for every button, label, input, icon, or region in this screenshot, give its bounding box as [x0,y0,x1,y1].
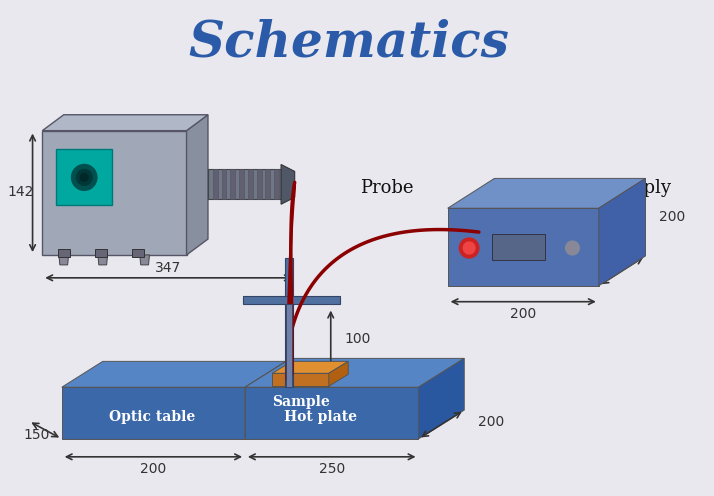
Text: Hot plate: Hot plate [283,410,356,424]
Polygon shape [239,170,244,199]
Polygon shape [221,170,226,199]
Polygon shape [329,362,348,386]
Polygon shape [491,234,545,260]
Text: 200: 200 [510,307,536,320]
Polygon shape [272,373,329,386]
Circle shape [80,174,88,182]
Polygon shape [448,179,645,208]
Polygon shape [599,179,645,286]
Polygon shape [58,249,69,257]
Polygon shape [42,115,208,130]
Text: 142: 142 [8,186,34,199]
Text: Optic table: Optic table [109,410,196,424]
Polygon shape [245,387,418,439]
Polygon shape [208,170,281,199]
Polygon shape [59,255,69,265]
Text: 200: 200 [478,415,504,429]
Text: 100: 100 [344,332,371,347]
Polygon shape [56,149,113,205]
Polygon shape [132,249,144,257]
Polygon shape [42,130,186,255]
Polygon shape [448,208,599,286]
Polygon shape [245,362,286,439]
Polygon shape [140,255,149,265]
Polygon shape [231,170,235,199]
Text: Sample: Sample [271,395,329,409]
Text: 150: 150 [24,428,50,442]
Polygon shape [248,170,253,199]
Circle shape [76,170,92,186]
Polygon shape [62,362,286,387]
Polygon shape [62,387,245,439]
Text: 200: 200 [140,462,166,476]
Circle shape [565,241,579,255]
Text: Schematics: Schematics [188,19,510,67]
Text: 200: 200 [659,210,685,224]
Polygon shape [266,170,271,199]
Polygon shape [281,165,295,204]
Polygon shape [245,359,464,387]
Polygon shape [186,115,208,255]
Polygon shape [418,359,464,439]
Circle shape [71,165,97,190]
Polygon shape [285,258,293,387]
Circle shape [463,242,475,254]
Polygon shape [257,170,261,199]
Polygon shape [286,304,292,387]
Polygon shape [274,170,279,199]
Text: Probe: Probe [360,180,413,197]
Polygon shape [213,170,218,199]
Text: 250: 250 [318,462,345,476]
Polygon shape [98,255,108,265]
Polygon shape [272,362,348,373]
Text: Laser Power supply: Laser Power supply [491,180,670,197]
Circle shape [459,238,479,258]
Polygon shape [243,296,341,304]
Text: 347: 347 [155,261,181,275]
Polygon shape [95,249,106,257]
